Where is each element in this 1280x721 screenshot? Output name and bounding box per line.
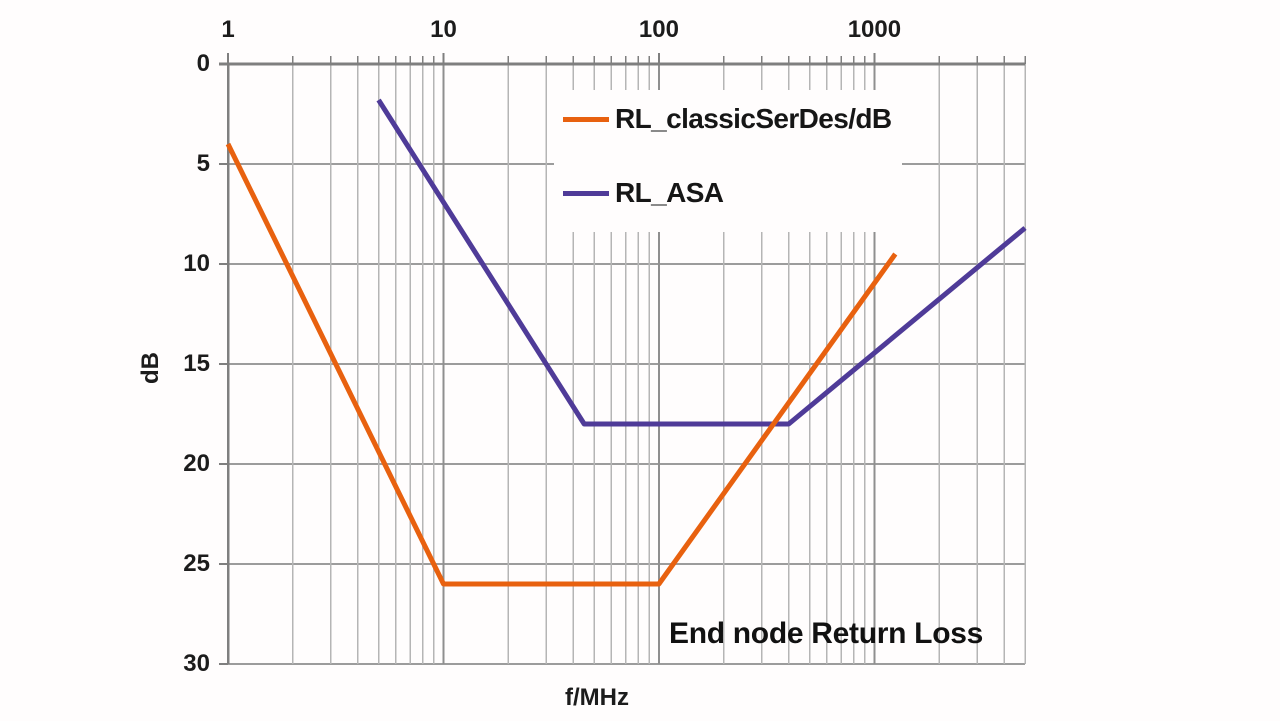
series-line-rl-classicserdes-db — [225, 142, 898, 587]
legend-item-classicserdes: RL_classicSerDes/dB — [563, 97, 902, 141]
legend-item-asa: RL_ASA — [563, 171, 902, 215]
legend-line-swatch-orange — [563, 116, 609, 122]
y-tick-label-25: 25 — [183, 550, 210, 577]
legend-line-swatch-purple — [563, 190, 609, 196]
series-line-rl-asa — [376, 98, 1027, 427]
x-tick-label-1000: 1000 — [847, 16, 902, 43]
y-tick-label-5: 5 — [196, 150, 210, 177]
x-tick-label-100: 100 — [638, 16, 679, 43]
legend-label-asa: RL_ASA — [615, 177, 724, 208]
y-tick-label-0: 0 — [196, 50, 210, 77]
chart-title: End node Return Loss — [668, 617, 983, 650]
y-tick-label-10: 10 — [183, 250, 210, 277]
legend: RL_classicSerDes/dB RL_ASA — [554, 90, 902, 232]
x-tick-label-1: 1 — [221, 16, 235, 43]
y-tick-label-20: 20 — [183, 450, 210, 477]
y-tick-label-30: 30 — [183, 650, 210, 677]
y-tick-label-15: 15 — [183, 350, 210, 377]
x-axis-title: f/MHz — [565, 684, 629, 711]
legend-label-classicserdes: RL_classicSerDes/dB — [615, 103, 892, 134]
x-tick-label-10: 10 — [430, 16, 457, 43]
